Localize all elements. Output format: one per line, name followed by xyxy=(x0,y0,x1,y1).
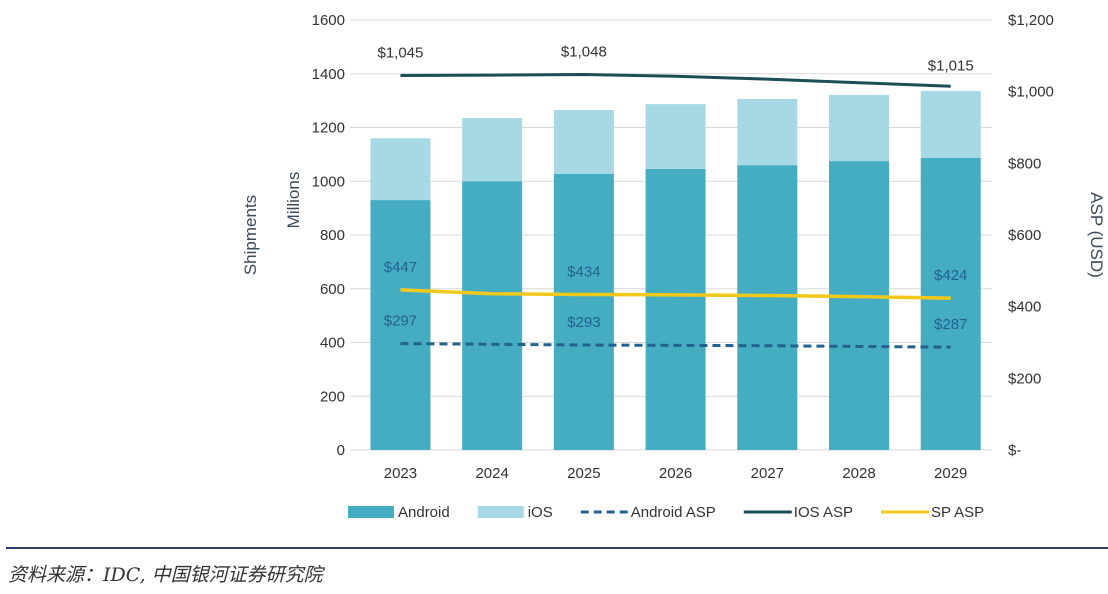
data-label: $447 xyxy=(384,259,417,276)
bar-android xyxy=(462,181,523,450)
lines xyxy=(400,72,951,349)
y-right-tick-label: $800 xyxy=(1008,155,1041,172)
bar-android xyxy=(370,200,431,450)
legend-label: iOS xyxy=(528,504,553,521)
y-left-tick-label: 1400 xyxy=(312,66,345,83)
legend-label: Android ASP xyxy=(631,504,716,521)
data-label: $297 xyxy=(384,313,417,330)
y-right-tick-label: $1,000 xyxy=(1008,84,1054,101)
y-left-tick-label: 400 xyxy=(320,335,345,352)
source-note: 资料来源：IDC, 中国银河证券研究院 xyxy=(8,564,323,586)
data-label: $287 xyxy=(934,316,967,333)
y-left-tick-label: 0 xyxy=(337,442,345,459)
bar-ios xyxy=(462,118,523,182)
bar-ios xyxy=(920,90,981,158)
x-tick-label: 2029 xyxy=(934,465,967,482)
line-ios-asp xyxy=(400,72,951,88)
data-label: $1,048 xyxy=(561,43,607,60)
bar-android xyxy=(829,161,890,450)
data-label: $293 xyxy=(567,314,600,331)
data-labels: $1,045 $1,048 $1,015 $447 $434 $424 $297 $293 $2… xyxy=(377,43,973,333)
y-right-tick-label: $- xyxy=(1008,442,1021,459)
y-left-tick-label: 1600 xyxy=(312,12,345,29)
bar-ios xyxy=(645,104,706,169)
legend-item: Android xyxy=(348,504,450,521)
data-label: $434 xyxy=(567,263,600,280)
x-tick-label: 2024 xyxy=(475,465,508,482)
bar-ios xyxy=(370,138,431,201)
legend-item: IOS ASP xyxy=(743,504,853,521)
y-left-tick-label: 200 xyxy=(320,388,345,405)
bar-android xyxy=(645,168,706,450)
y-left-tick-label: 800 xyxy=(320,227,345,244)
y-axis-label-asp: ASP (USD) xyxy=(1087,192,1106,278)
y-axis-label-shipments: Shipments xyxy=(241,195,260,275)
legend-item: iOS xyxy=(477,504,553,521)
x-tick-label: 2023 xyxy=(384,465,417,482)
legend-swatch xyxy=(348,506,394,518)
bar-ios xyxy=(829,94,890,162)
legend: Android iOS Android ASP IOS ASP SP ASP xyxy=(348,504,984,521)
chart: $1,045 $1,048 $1,015 $447 $434 $424 $297 $293 $2… xyxy=(241,12,1106,521)
bar-ios xyxy=(553,110,614,174)
legend-swatch xyxy=(477,506,524,518)
legend-label: Android xyxy=(398,504,450,521)
y-axis-label-millions: Millions xyxy=(284,172,303,229)
y-left-tick-label: 600 xyxy=(320,281,345,298)
line-sp-asp xyxy=(400,288,951,300)
y-left-tick-label: 1000 xyxy=(312,173,345,190)
legend-label: IOS ASP xyxy=(794,504,853,521)
legend-item: Android ASP xyxy=(580,504,716,521)
x-tick-label: 2028 xyxy=(842,465,875,482)
y-left-tick-label: 1200 xyxy=(312,120,345,137)
legend-item: SP ASP xyxy=(880,504,984,521)
legend-label: SP ASP xyxy=(931,504,984,521)
bar-android xyxy=(737,165,798,450)
axis-ticks: 0 200 400 600 800 1000 1200 1400 1600 $- $200 $400 $… xyxy=(312,12,1054,482)
y-right-tick-label: $200 xyxy=(1008,370,1041,387)
y-right-tick-label: $600 xyxy=(1008,227,1041,244)
data-label: $424 xyxy=(934,267,967,284)
divider xyxy=(6,547,1108,549)
y-right-tick-label: $400 xyxy=(1008,299,1041,316)
bar-ios xyxy=(737,99,798,166)
data-label: $1,045 xyxy=(377,45,423,62)
bar-android xyxy=(553,173,614,450)
line-android-asp xyxy=(400,342,951,349)
data-label: $1,015 xyxy=(928,57,974,74)
bar-android xyxy=(920,157,981,450)
bars xyxy=(370,90,981,450)
y-right-tick-label: $1,200 xyxy=(1008,12,1054,29)
x-tick-label: 2026 xyxy=(659,465,692,482)
x-tick-label: 2025 xyxy=(567,465,600,482)
x-tick-label: 2027 xyxy=(751,465,784,482)
